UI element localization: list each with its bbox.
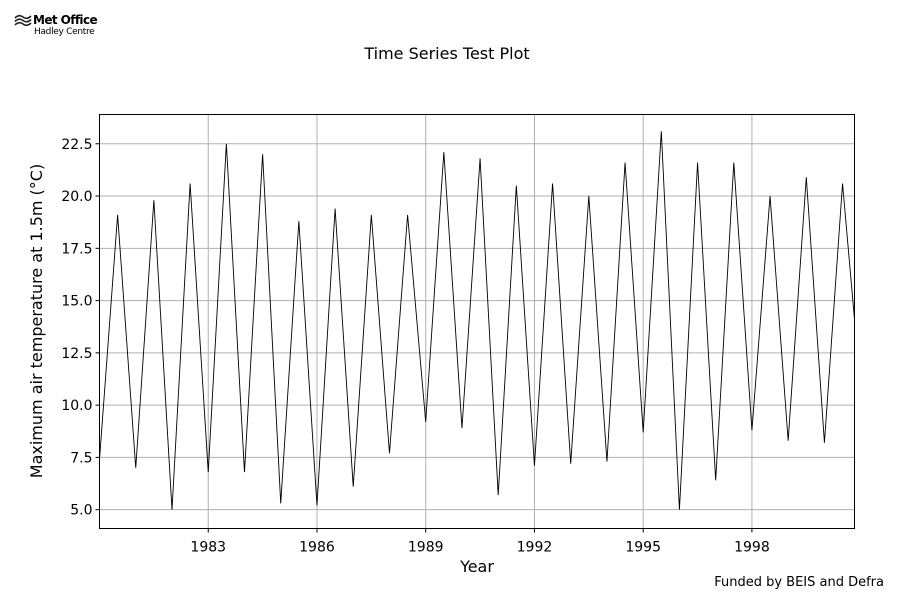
- logo-subtitle-text: Hadley Centre: [34, 27, 95, 37]
- y-tick-label: 7.5: [70, 450, 92, 466]
- x-tick-label: 1989: [408, 540, 444, 556]
- y-tick-label: 22.5: [61, 137, 92, 153]
- chart-title: Time Series Test Plot: [363, 44, 529, 63]
- x-tick-label: 1992: [517, 540, 553, 556]
- plot-area: [99, 131, 855, 510]
- chart-grid: [99, 114, 855, 529]
- y-tick-label: 5.0: [70, 503, 92, 519]
- y-tick-label: 17.5: [61, 241, 92, 257]
- y-tick-label: 20.0: [61, 189, 92, 205]
- met-office-logo: Met Office Hadley Centre: [14, 12, 114, 42]
- x-axis-ticks: 1983 1986 1989 1992 1995 1998: [190, 528, 770, 556]
- funding-credit: Funded by BEIS and Defra: [714, 575, 884, 590]
- y-tick-label: 10.0: [61, 398, 92, 414]
- series-line: [99, 131, 855, 510]
- y-tick-label: 15.0: [61, 294, 92, 310]
- plot-frame: [99, 114, 855, 529]
- logo-brand-text: Met Office: [33, 13, 98, 27]
- met-office-swirl-icon: [14, 14, 32, 26]
- x-tick-label: 1998: [734, 540, 770, 556]
- y-axis-label: Maximum air temperature at 1.5m (°C): [27, 164, 46, 478]
- x-tick-label: 1983: [190, 540, 226, 556]
- x-tick-label: 1986: [299, 540, 335, 556]
- y-tick-label: 12.5: [61, 346, 92, 362]
- x-tick-label: 1995: [625, 540, 661, 556]
- x-axis-label: Year: [459, 557, 494, 576]
- y-axis-ticks: 5.0 7.5 10.0 12.5 15.0 17.5 20.0 22.5: [61, 137, 100, 519]
